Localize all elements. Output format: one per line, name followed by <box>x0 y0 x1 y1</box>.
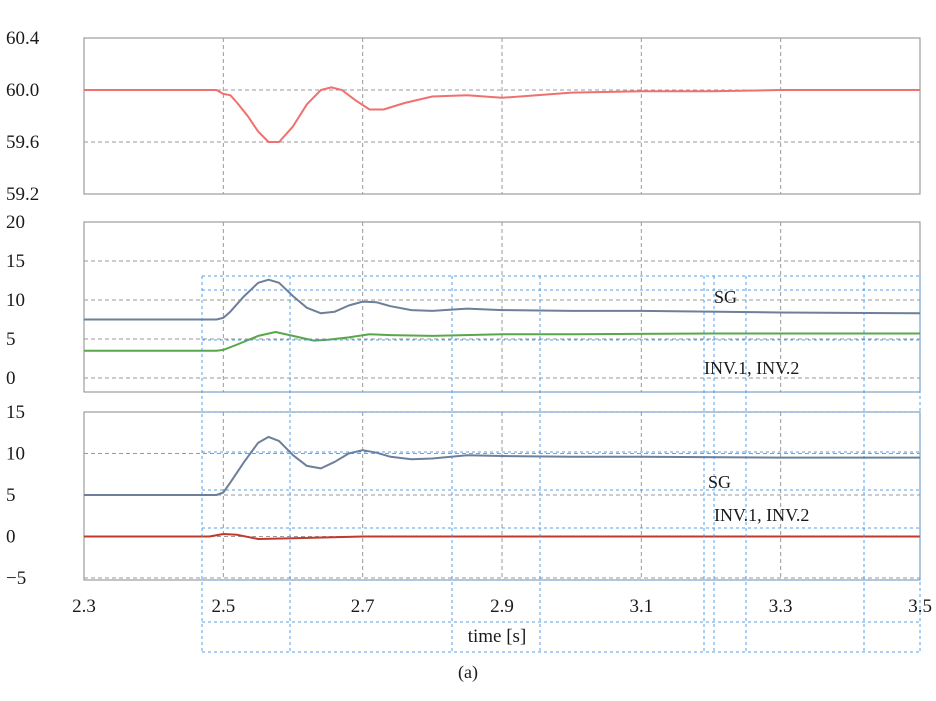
y-tick-label: 10 <box>6 290 25 311</box>
y-tick-label: 10 <box>6 444 25 465</box>
overlay-grid <box>201 275 921 653</box>
y-tick-label: −5 <box>6 568 26 589</box>
series-line-middle-2 <box>84 331 920 352</box>
x-tick-label: 2.9 <box>490 596 514 617</box>
panel-top: 60.4 60.0 59.6 59.2 <box>6 28 921 205</box>
y-tick-label: 59.6 <box>6 132 39 153</box>
x-tick-label: 2.5 <box>211 596 235 617</box>
panel-middle: 20 15 10 5 0 <box>6 212 921 393</box>
y-tick-label: 20 <box>6 212 25 233</box>
annotation-inv-bottom: INV.1, INV.2 <box>714 505 809 525</box>
y-tick-label: 5 <box>6 329 16 350</box>
y-tick-label: 60.4 <box>6 28 40 49</box>
series-line-top-1 <box>84 86 920 143</box>
x-tick-label: 3.1 <box>629 596 653 617</box>
y-tick-label: 60.0 <box>6 80 39 101</box>
figure-caption: (a) <box>458 662 478 683</box>
y-tick-label: 0 <box>6 527 16 548</box>
x-axis-label: time [s] <box>468 626 527 647</box>
annotation-inv-middle: INV.1, INV.2 <box>704 358 799 378</box>
x-tick-label: 2.3 <box>72 596 96 617</box>
x-tick-label: 3.3 <box>769 596 793 617</box>
y-tick-label: 59.2 <box>6 184 39 205</box>
series-line-bottom-2 <box>84 533 920 540</box>
series-line-bottom-1 <box>84 435 920 496</box>
y-tick-label: 15 <box>6 402 25 423</box>
y-tick-label: 15 <box>6 251 25 272</box>
y-tick-label: 0 <box>6 368 16 389</box>
annotation-sg-bottom: SG <box>708 472 731 492</box>
y-tick-label: 5 <box>6 485 16 506</box>
panels: 60.4 60.0 59.6 59.2 20 15 10 5 0 15 10 5 0 −5 2.3 2.5 2.… <box>6 28 932 617</box>
x-tick-label: 2.7 <box>351 596 375 617</box>
annotation-sg-middle: SG <box>714 287 737 307</box>
series-line-middle-1 <box>84 278 921 321</box>
